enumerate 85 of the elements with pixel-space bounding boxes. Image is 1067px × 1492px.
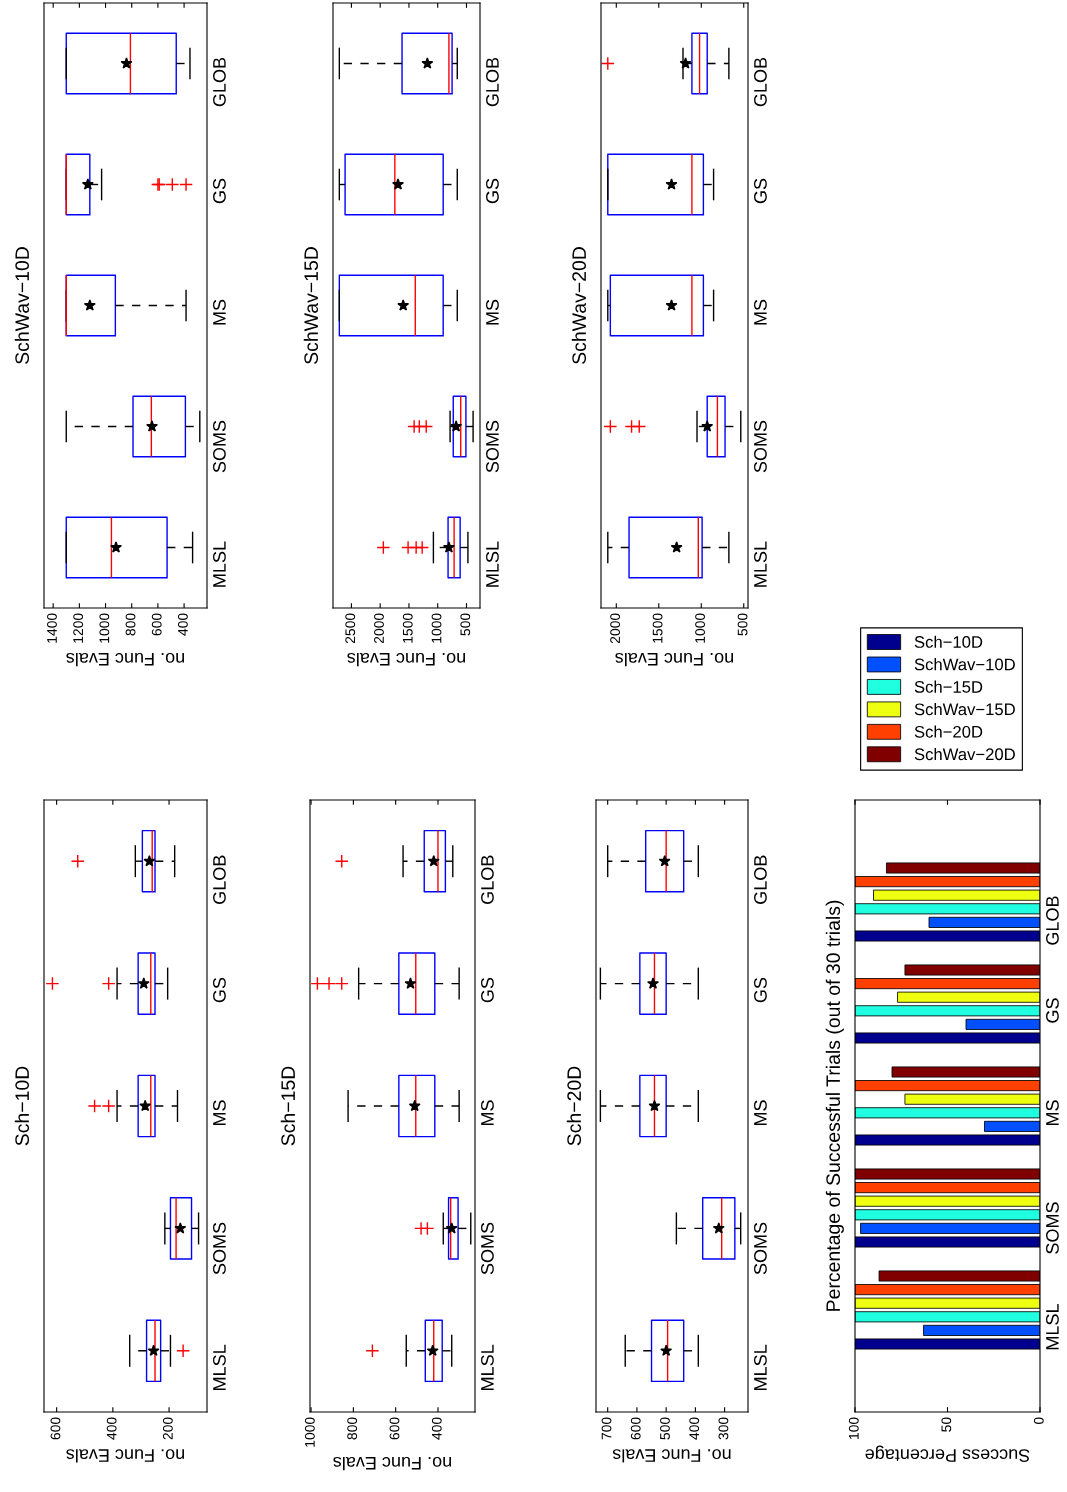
x-axis-title: Success Percentage: [865, 1445, 1030, 1462]
legend-label: Sch−20D: [914, 725, 983, 738]
x-tick-label: 400: [431, 1417, 442, 1440]
x-tick-label: 1200: [73, 613, 84, 643]
y-tick-label: MS: [754, 1100, 767, 1126]
x-tick-label: 700: [601, 1417, 612, 1440]
y-tick-label: GLOB: [481, 855, 494, 904]
x-tick-label: 1000: [695, 613, 705, 643]
y-tick-label: SOMS: [213, 420, 226, 473]
x-tick-label: 600: [630, 1417, 641, 1440]
x-tick-label: 500: [737, 613, 748, 636]
x-tick-label: 1400: [47, 613, 57, 643]
x-axis-title: no. Func Evals: [66, 1449, 185, 1463]
x-tick-label: 2000: [610, 613, 621, 644]
y-tick-label: GLOB: [754, 855, 767, 904]
x-tick-label: 1000: [99, 613, 110, 643]
x-tick-label: 600: [50, 1417, 61, 1440]
y-tick-label: MLSL: [754, 541, 767, 587]
x-axis-title: no. Func Evals: [612, 1449, 731, 1463]
text: Sch−15D: [280, 1066, 296, 1146]
y-tick-label: MLSL: [754, 1344, 767, 1390]
y-tick-label: MS: [481, 1100, 494, 1126]
text: SchWav−15D: [303, 247, 319, 364]
x-tick-label: 800: [347, 1417, 358, 1440]
y-tick-label: GLOB: [754, 57, 767, 107]
x-tick-label: 600: [389, 1417, 400, 1440]
x-tick-label: 2000: [374, 613, 384, 644]
text: Percentage of Successful Trials (out of 30 trials): [825, 900, 844, 1311]
y-tick-label: GLOB: [213, 57, 226, 107]
y-tick-label: SOMS: [481, 1222, 494, 1275]
legend-label: SchWav−15D: [914, 703, 1015, 716]
legend-label: Sch−15D: [914, 680, 983, 693]
y-tick-label: GS: [754, 977, 767, 1003]
y-tick-label: SOMS: [213, 1222, 226, 1275]
y-tick-label: SOMS: [754, 420, 767, 473]
x-axis-title: no. Func Evals: [615, 652, 734, 667]
text: SchWav−10D: [14, 247, 30, 364]
legend-label: Sch−10D: [914, 635, 983, 648]
y-tick-label: GS: [213, 977, 226, 1003]
y-tick-label: MLSL: [486, 541, 499, 587]
x-tick-label: 100: [848, 1417, 859, 1439]
x-tick-label: 2500: [345, 613, 356, 644]
x-tick-label: 0: [1033, 1417, 1044, 1425]
y-tick-label: MS: [1046, 1100, 1059, 1126]
x-axis-title: no. Func Evals: [66, 652, 185, 667]
y-tick-label: MS: [213, 299, 226, 325]
x-tick-label: 400: [106, 1417, 117, 1440]
x-tick-label: 1000: [431, 613, 442, 643]
y-tick-label: MS: [213, 1100, 226, 1126]
legend-label: SchWav−10D: [914, 658, 1015, 671]
text: Sch−20D: [566, 1066, 582, 1146]
x-tick-label: 200: [162, 1417, 173, 1440]
y-tick-label: GS: [754, 178, 767, 204]
y-tick-label: MLSL: [481, 1344, 494, 1390]
x-tick-label: 1000: [304, 1417, 315, 1447]
y-tick-label: SOMS: [1046, 1202, 1059, 1254]
y-tick-label: SOMS: [754, 1222, 767, 1275]
y-tick-label: MLSL: [213, 541, 226, 587]
x-tick-label: 50: [941, 1417, 952, 1432]
y-tick-label: GS: [481, 977, 494, 1003]
x-tick-label: 800: [125, 613, 136, 636]
x-tick-label: 300: [718, 1417, 729, 1440]
y-tick-label: GS: [486, 178, 499, 204]
x-axis-title: no. Func Evals: [333, 1456, 452, 1471]
x-tick-label: 500: [460, 613, 471, 636]
x-tick-label: 400: [177, 613, 188, 636]
y-tick-label: MLSL: [1046, 1304, 1059, 1350]
legend-label: SchWav−20D: [914, 747, 1015, 761]
y-tick-label: GLOB: [1046, 896, 1059, 945]
y-tick-label: GLOB: [486, 57, 499, 107]
text: SchWav−20D: [571, 247, 587, 364]
x-axis-title: no. Func Evals: [347, 652, 466, 667]
x-tick-label: 400: [689, 1417, 700, 1440]
x-tick-label: 500: [660, 1417, 670, 1440]
y-tick-label: GLOB: [213, 855, 226, 904]
y-tick-label: GS: [213, 178, 226, 204]
y-tick-label: MS: [486, 299, 499, 325]
y-tick-label: MS: [754, 299, 767, 325]
x-tick-label: 1500: [652, 613, 663, 643]
y-tick-label: MLSL: [213, 1344, 226, 1390]
x-tick-label: 600: [151, 613, 162, 636]
x-tick-label: 1500: [402, 613, 413, 643]
y-tick-label: GS: [1046, 998, 1059, 1023]
text: Sch−10D: [14, 1066, 30, 1146]
y-tick-label: SOMS: [486, 420, 499, 473]
